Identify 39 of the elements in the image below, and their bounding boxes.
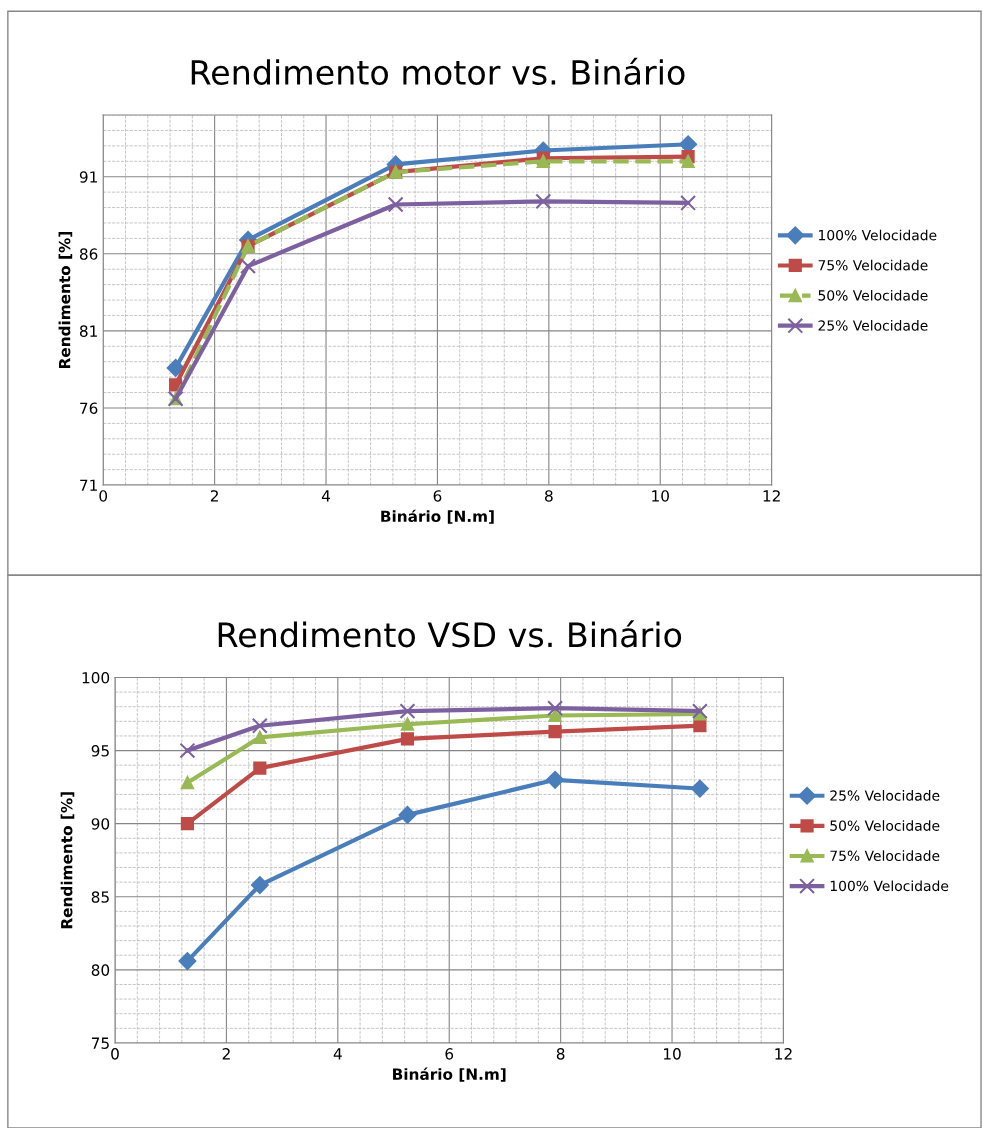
chart-title: Rendimento motor vs. Binário [191,57,685,85]
y-tick-label: 90 [91,818,110,830]
legend-label: 25% Velocidade [818,319,928,331]
x-tick-label: 0 [99,490,108,502]
y-tick-label: 95 [91,745,109,757]
legend-label: 50% Velocidade [818,289,928,301]
legend-label: 100% Velocidade [819,229,937,241]
x-tick-label: 6 [445,1048,454,1060]
x-axis-title: Binário [N.m] [393,1067,506,1082]
legend-label: 75% Velocidade [830,850,940,862]
legend-label: 50% Velocidade [830,820,940,831]
x-tick-label: 8 [556,1048,565,1060]
x-tick-label: 2 [210,490,218,502]
y-tick-label: 100 [82,671,110,684]
x-tick-label: 12 [763,490,780,502]
y-tick-label: 81 [79,325,97,337]
x-tick-label: 10 [664,1048,681,1060]
x-tick-label: 4 [333,1048,342,1060]
x-tick-label: 4 [321,490,331,502]
x-axis-title: Binário [N.m] [381,509,494,524]
y-axis-title: Rendimento [%] [60,792,75,929]
y-tick-label: 76 [80,402,98,414]
legend-label: 100% Velocidade [830,880,949,892]
chart-title: Rendimento VSD vs. Binário [218,620,682,648]
x-tick-label: 12 [775,1048,792,1060]
legend-label: 25% Velocidade [830,790,940,801]
y-tick-label: 91 [79,171,97,183]
x-tick-label: 10 [652,490,669,502]
y-tick-label: 75 [91,1037,109,1049]
x-tick-label: 6 [433,490,442,502]
y-axis-title: Rendimento [%] [58,232,73,369]
y-tick-label: 86 [79,248,98,260]
legend-label: 75% Velocidade [818,259,928,271]
y-tick-label: 71 [80,479,97,491]
y-tick-label: 85 [91,891,109,903]
x-tick-label: 2 [222,1048,230,1060]
y-tick-label: 80 [91,964,110,976]
x-tick-label: 8 [545,490,553,502]
x-tick-label: 0 [111,1048,119,1060]
